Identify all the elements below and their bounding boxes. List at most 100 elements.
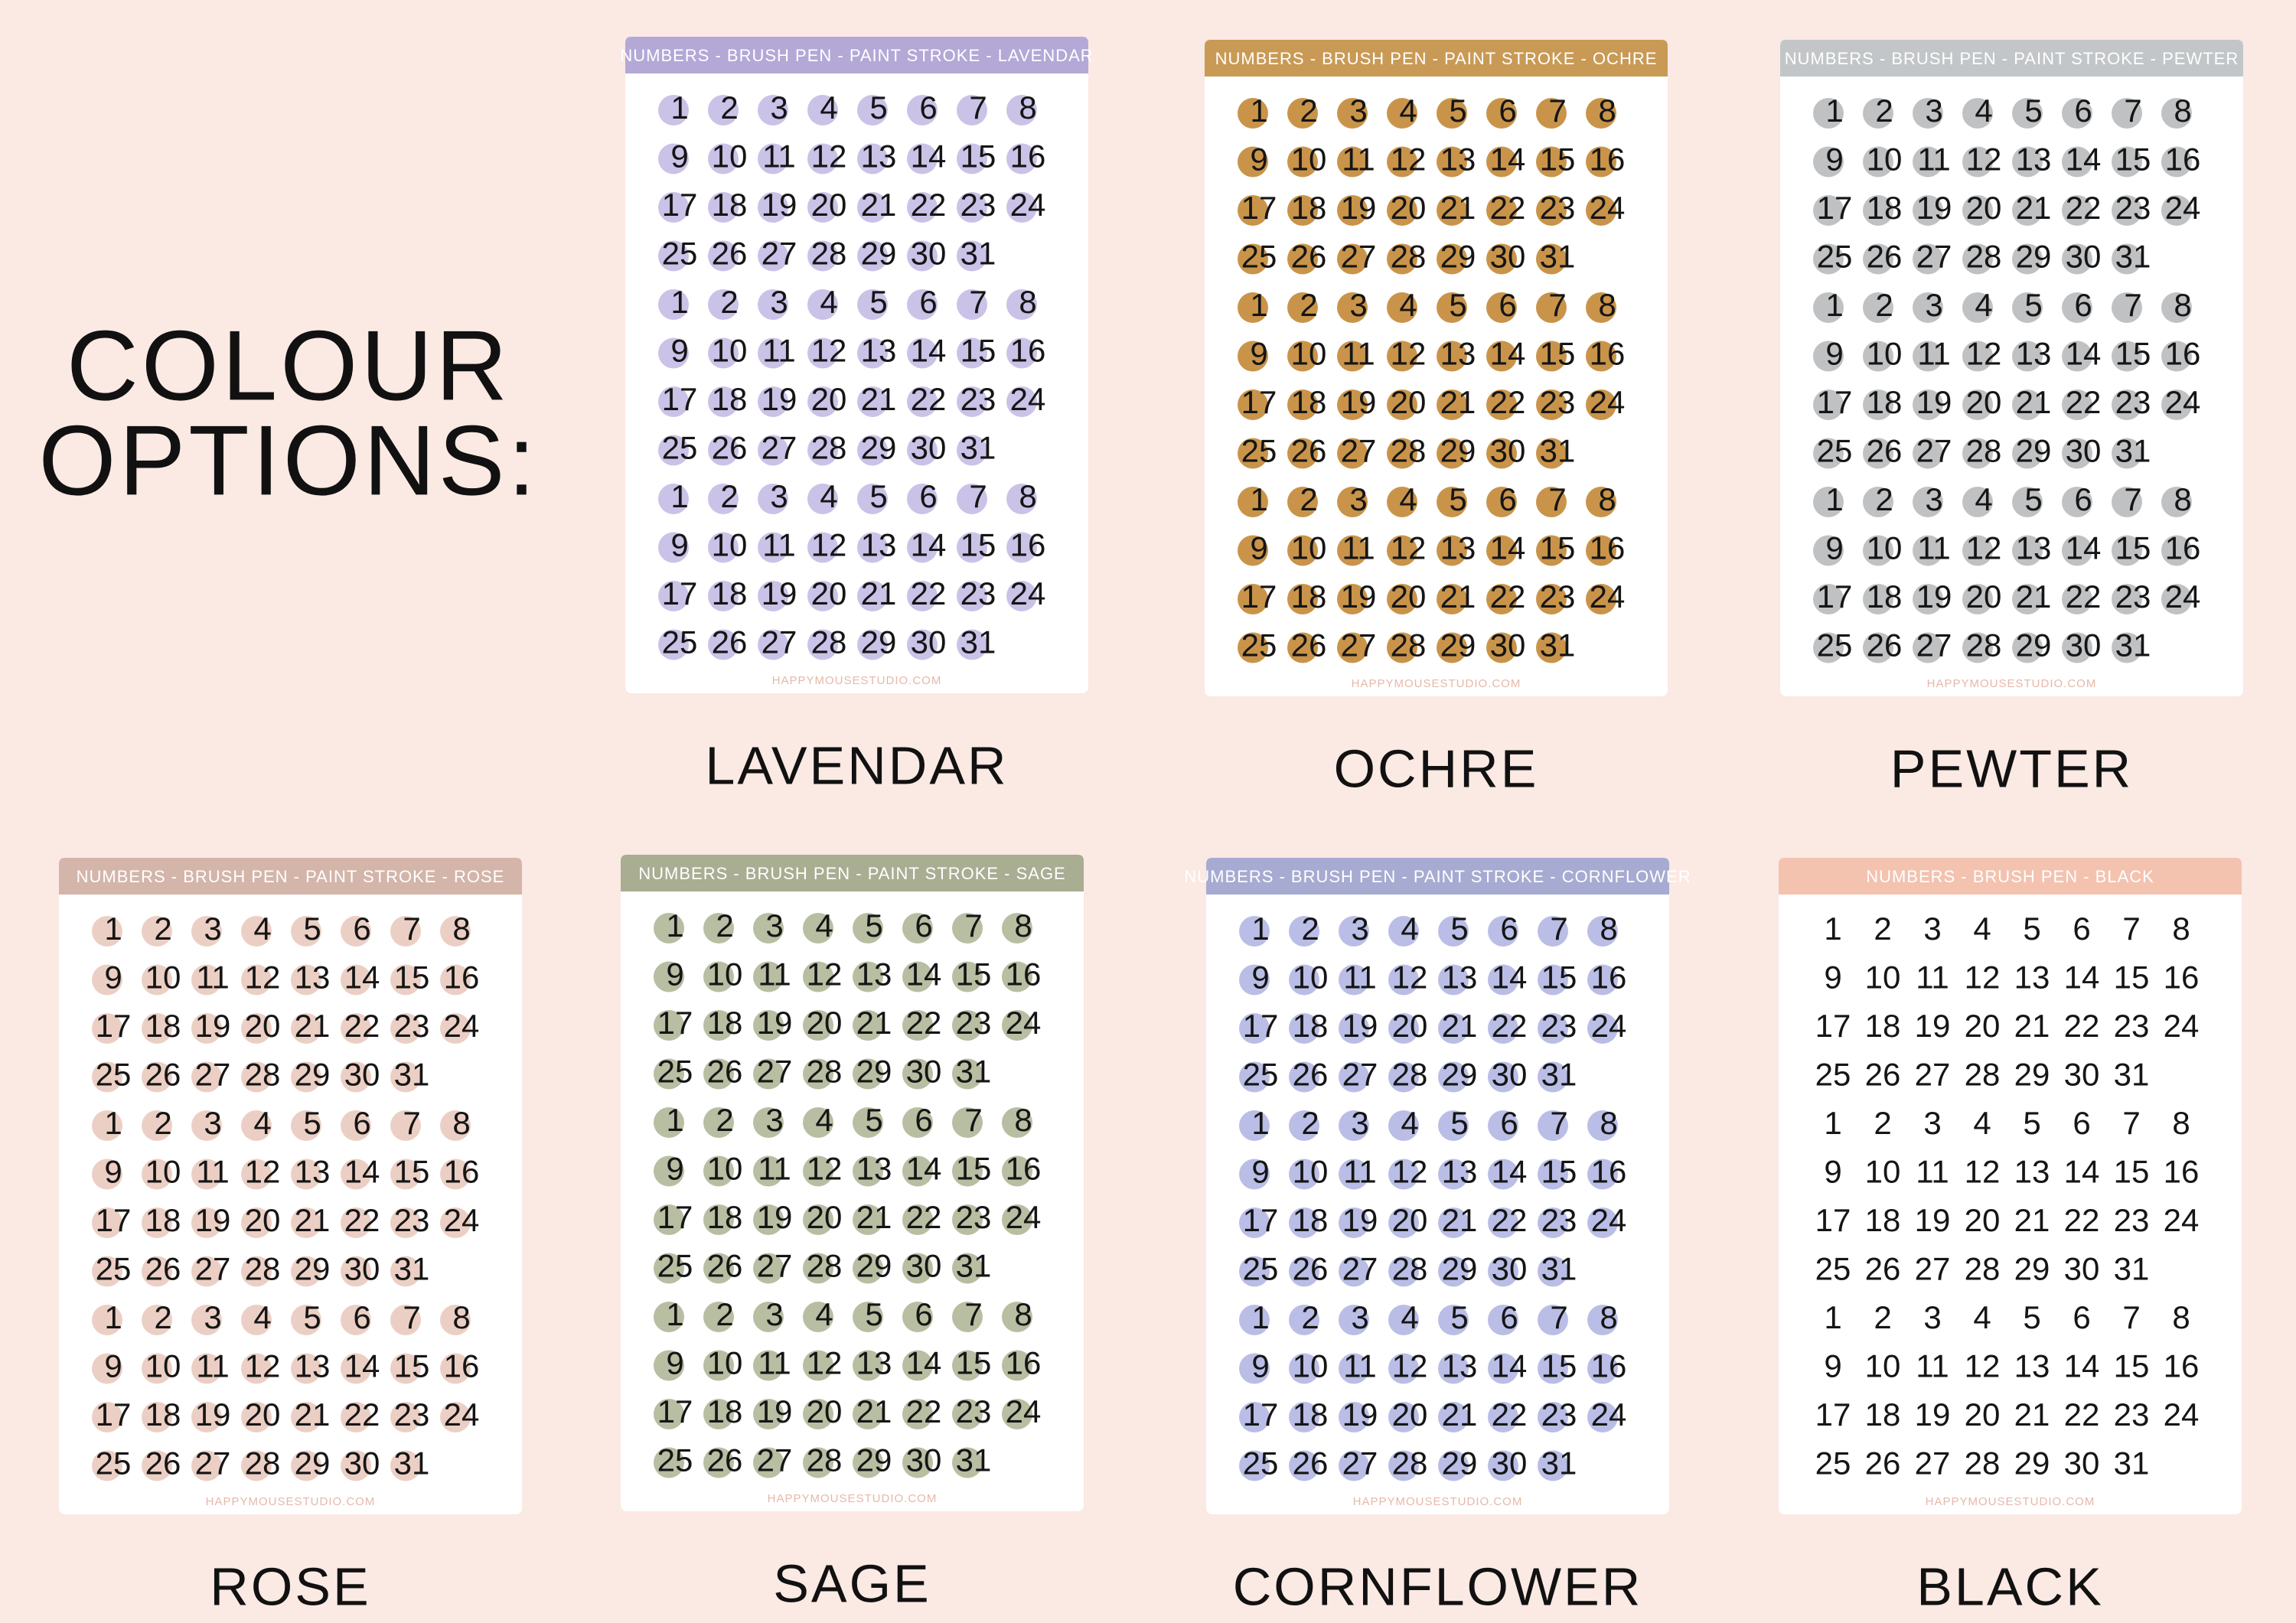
- sticker-number: 18: [712, 187, 748, 223]
- sticker-number: 5: [2024, 287, 2042, 323]
- sticker-number: 27: [762, 430, 797, 466]
- paint-dot: [658, 484, 689, 514]
- sticker-number: 3: [1925, 481, 1942, 517]
- paint-dot: [440, 1305, 471, 1335]
- sticker-number: 12: [811, 527, 847, 563]
- sticker-number: 8: [1014, 1102, 1032, 1138]
- paint-dot: [753, 1155, 784, 1187]
- sticker-number: 19: [1342, 1202, 1378, 1238]
- paint-dot: [390, 1159, 421, 1190]
- paint-dot: [1488, 1061, 1518, 1093]
- sticker-number: 16: [1590, 336, 1626, 372]
- sticker-number: 21: [856, 1199, 892, 1235]
- paint-dot: [241, 1013, 272, 1044]
- sticker-number: 12: [811, 333, 847, 369]
- paint-dot: [1913, 292, 1943, 323]
- sticker-number: 6: [1500, 1105, 1518, 1141]
- sticker-number: 23: [2114, 1396, 2150, 1432]
- sticker-number: 21: [2014, 1396, 2050, 1432]
- sticker-number: 23: [1540, 190, 1576, 226]
- paint-dot: [1587, 916, 1618, 947]
- sticker-number: 25: [1243, 1251, 1279, 1287]
- sticker-number: 9: [666, 1151, 683, 1187]
- sticker-number: 12: [807, 1345, 843, 1381]
- paint-dot: [1486, 341, 1517, 372]
- paint-dot: [703, 1350, 734, 1381]
- paint-dot: [703, 1010, 734, 1041]
- sticker-sheet: NUMBERS - BRUSH PEN - PAINT STROKE - OCH…: [1205, 40, 1668, 798]
- sticker-number: 20: [811, 575, 847, 611]
- paint-dot: [1002, 1399, 1032, 1429]
- sticker-number: 30: [911, 624, 947, 660]
- sticker-number: 16: [2164, 1348, 2200, 1384]
- sticker-number: 18: [707, 1199, 743, 1235]
- sheet-header-bar: [621, 855, 1084, 891]
- sticker-number: 27: [762, 624, 797, 660]
- paint-dot: [1438, 1159, 1469, 1190]
- colour-label: SAGE: [773, 1553, 931, 1613]
- paint-dot: [1438, 1402, 1469, 1432]
- sticker-number: 3: [1351, 1105, 1368, 1141]
- sticker-number: 10: [1867, 142, 1903, 178]
- paint-dot: [291, 1305, 321, 1335]
- paint-dot: [658, 386, 689, 417]
- paint-dot: [1238, 487, 1268, 517]
- paint-dot: [902, 1253, 933, 1284]
- sticker-number: 11: [196, 960, 230, 996]
- sticker-number: 29: [295, 1057, 331, 1093]
- sticker-number: 9: [1825, 336, 1843, 372]
- paint-dot: [708, 435, 739, 466]
- sticker-number: 17: [1243, 1202, 1279, 1238]
- paint-dot: [142, 1110, 172, 1141]
- sticker-number: 24: [1590, 190, 1626, 226]
- sticker-number: 13: [861, 527, 897, 563]
- sticker-number: 16: [1006, 1345, 1042, 1381]
- sticker-number: 16: [2165, 530, 2201, 566]
- sticker-number: 7: [1550, 1105, 1567, 1141]
- sticker-number: 31: [2114, 1251, 2150, 1287]
- sticker-number: 11: [1916, 1348, 1949, 1384]
- paint-dot: [1587, 1159, 1618, 1190]
- sticker-number: 5: [2023, 1299, 2040, 1335]
- sticker-number: 9: [1824, 960, 1841, 996]
- sticker-number: 24: [2164, 1008, 2200, 1044]
- paint-dot: [1962, 487, 1993, 517]
- paint-dot: [907, 143, 938, 174]
- sticker-number: 28: [245, 1445, 281, 1481]
- paint-dot: [703, 1253, 734, 1284]
- sticker-number: 13: [2014, 1154, 2050, 1190]
- paint-dot: [902, 1058, 933, 1090]
- sticker-number: 4: [253, 911, 271, 947]
- sticker-number: 29: [295, 1251, 331, 1287]
- paint-dot: [1863, 487, 1893, 517]
- sticker-number: 8: [452, 1105, 470, 1141]
- sticker-number: 6: [1499, 93, 1516, 129]
- sticker-number: 27: [1342, 1445, 1378, 1481]
- paint-dot: [952, 961, 983, 992]
- sticker-number: 8: [1598, 93, 1616, 129]
- sticker-number: 7: [964, 1102, 982, 1138]
- sticker-number: 2: [716, 908, 733, 943]
- paint-dot: [1538, 1305, 1568, 1335]
- sheet-footer: HAPPYMOUSESTUDIO.COM: [1926, 1495, 2095, 1508]
- sticker-number: 29: [1442, 1057, 1478, 1093]
- paint-dot: [658, 240, 689, 272]
- sticker-number: 1: [104, 1105, 122, 1141]
- sticker-number: 21: [295, 1202, 331, 1238]
- paint-dot: [92, 1450, 122, 1481]
- paint-dot: [857, 192, 888, 223]
- sticker-number: 20: [811, 187, 847, 223]
- paint-dot: [291, 1110, 321, 1141]
- sticker-number: 29: [2014, 1445, 2050, 1481]
- paint-dot: [1289, 1061, 1319, 1093]
- paint-dot: [857, 484, 888, 514]
- sticker-number: 26: [1865, 1057, 1901, 1093]
- paint-dot: [142, 1450, 172, 1481]
- sticker-number: 21: [2016, 190, 2052, 226]
- sticker-number: 31: [956, 1442, 992, 1478]
- paint-dot: [658, 337, 689, 369]
- paint-dot: [1388, 1110, 1419, 1141]
- paint-dot: [857, 435, 888, 466]
- sticker-number: 23: [960, 187, 996, 223]
- paint-dot: [1239, 1450, 1270, 1481]
